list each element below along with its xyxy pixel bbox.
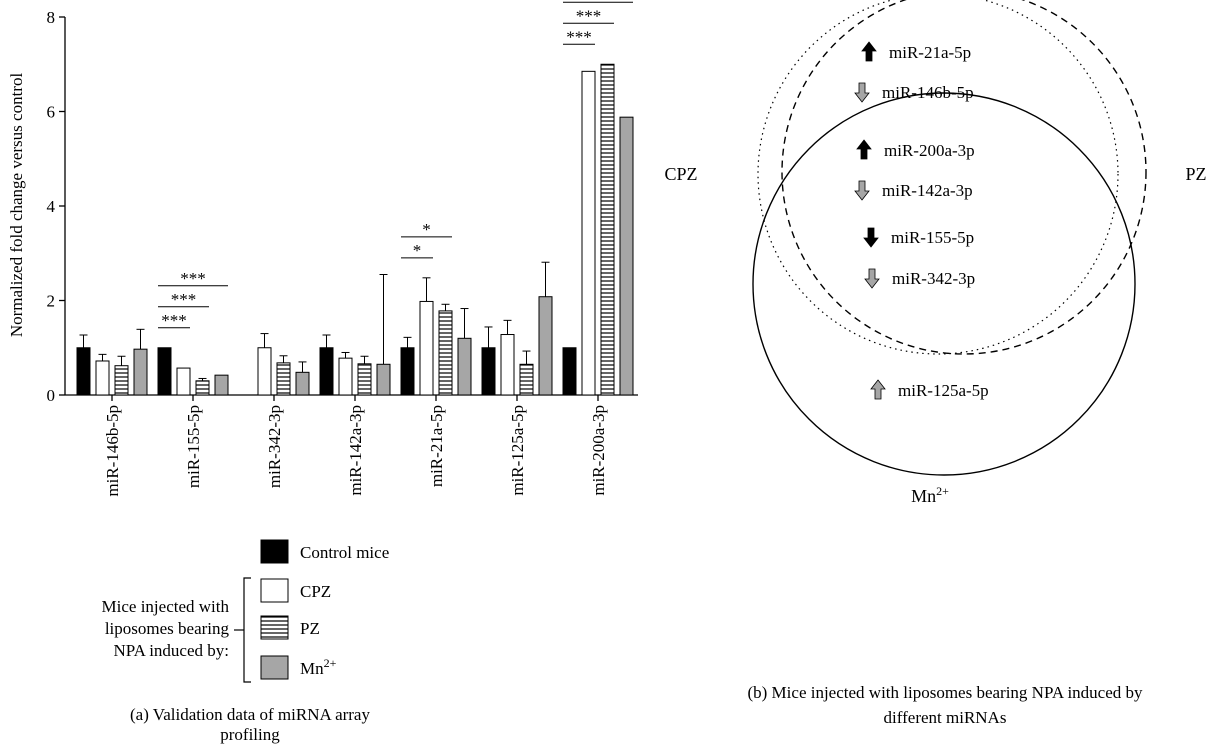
bar xyxy=(619,116,634,396)
y-tick-label: 0 xyxy=(47,386,56,405)
bar xyxy=(481,347,496,396)
y-tick-label: 6 xyxy=(47,103,56,122)
bar-chart: Normalized fold change versus control 0 2… xyxy=(7,0,638,683)
bar xyxy=(376,363,391,396)
legend-label: CPZ xyxy=(300,582,331,601)
legend-swatch xyxy=(260,539,289,564)
x-tick-label: miR-200a-3p xyxy=(589,405,608,496)
bar xyxy=(157,347,172,396)
venn-item-label: miR-21a-5p xyxy=(889,43,971,62)
bar xyxy=(76,347,91,396)
legend-group-label: Mice injected with xyxy=(102,597,230,616)
arrow-shape xyxy=(854,82,870,103)
arrow-shape xyxy=(864,268,880,289)
bar xyxy=(562,347,577,396)
arrow-shape xyxy=(861,41,877,62)
venn-items: miR-21a-5p miR-146b-5p miR-200a-3p miR-142a… xyxy=(854,41,989,400)
arrow-down-icon xyxy=(854,82,870,103)
venn-item-label: miR-146b-5p xyxy=(882,83,974,102)
bar xyxy=(519,363,534,396)
significance-stars: *** xyxy=(585,0,611,4)
legend-swatch xyxy=(260,615,289,640)
legend-label: Mn2+ xyxy=(300,656,337,678)
bar xyxy=(357,363,372,396)
significance-stars: *** xyxy=(180,269,206,288)
arrow-down-icon xyxy=(863,227,879,248)
bar xyxy=(400,347,415,396)
venn-item-label: miR-342-3p xyxy=(892,269,975,288)
venn-set-cpz xyxy=(757,0,1119,355)
arrow-shape xyxy=(856,139,872,160)
bar xyxy=(295,371,310,396)
bar xyxy=(195,380,210,396)
error-bars xyxy=(79,261,550,381)
x-tick-label: miR-21a-5p xyxy=(427,405,446,487)
bar xyxy=(419,300,434,396)
venn-set-mn xyxy=(752,92,1136,476)
arrow-shape xyxy=(854,180,870,201)
bar xyxy=(538,296,553,396)
legend-group-label: NPA induced by: xyxy=(113,641,229,660)
arrow-shape xyxy=(870,379,886,400)
bars xyxy=(76,63,634,396)
significance-stars: *** xyxy=(171,290,197,309)
y-tick-label: 2 xyxy=(47,292,56,311)
bar xyxy=(319,347,334,396)
significance-markers: ******************** xyxy=(158,0,633,330)
significance-stars: *** xyxy=(161,311,187,330)
bar xyxy=(95,360,110,396)
caption-a: (a) Validation data of miRNA array profi… xyxy=(130,705,370,744)
x-tick-label: miR-146b-5p xyxy=(103,405,122,497)
bar xyxy=(176,367,191,396)
x-tick-label: miR-125a-5p xyxy=(508,405,527,496)
caption-b-line2: different miRNAs xyxy=(883,708,1007,727)
venn-item-label: miR-142a-3p xyxy=(882,181,973,200)
legend-swatch xyxy=(260,655,289,680)
significance-stars: * xyxy=(422,220,431,239)
significance-stars: *** xyxy=(576,6,602,25)
venn-label-mn: Mn2+ xyxy=(911,484,949,506)
x-tick-label: miR-155-5p xyxy=(184,405,203,488)
bar xyxy=(114,365,129,396)
bar xyxy=(581,70,596,396)
bar xyxy=(133,348,148,396)
x-tick-label: miR-342-3p xyxy=(265,405,284,488)
arrow-down-icon xyxy=(854,180,870,201)
significance-stars: *** xyxy=(566,27,592,46)
significance-stars: * xyxy=(413,241,422,260)
bar xyxy=(257,347,272,396)
legend-swatch xyxy=(260,578,289,603)
venn-item-label: miR-200a-3p xyxy=(884,141,975,160)
legend-bracket xyxy=(243,577,251,683)
legend-label: Control mice xyxy=(300,543,389,562)
venn-diagram: CPZ PZ Mn2+ miR-21a-5p miR-146b-5p miR-200… xyxy=(664,0,1207,506)
bar xyxy=(600,63,615,396)
bar xyxy=(276,362,291,396)
x-tick-label: miR-142a-3p xyxy=(346,405,365,496)
legend-label: PZ xyxy=(300,619,320,638)
legend-group-label: liposomes bearing xyxy=(105,619,230,638)
y-axis-label: Normalized fold change versus control xyxy=(7,73,26,338)
arrow-down-icon xyxy=(864,268,880,289)
bar xyxy=(214,374,229,396)
venn-label-cpz: CPZ xyxy=(664,164,697,184)
bar xyxy=(438,310,453,396)
arrow-up-icon xyxy=(856,139,872,160)
y-tick-label: 8 xyxy=(47,8,56,27)
x-tick-labels: miR-146b-5p miR-155-5p miR-342-3p miR-142a-… xyxy=(103,405,608,497)
legend: Control mice CPZ PZ Mn2+ Mice injected with l… xyxy=(102,539,389,683)
venn-item-label: miR-155-5p xyxy=(891,228,974,247)
venn-label-pz: PZ xyxy=(1185,164,1206,184)
y-tick-label: 4 xyxy=(47,197,56,216)
arrow-up-icon xyxy=(870,379,886,400)
venn-item-label: miR-125a-5p xyxy=(898,381,989,400)
bar xyxy=(500,334,515,396)
bar xyxy=(457,337,472,396)
arrow-up-icon xyxy=(861,41,877,62)
venn-set-pz xyxy=(781,0,1147,355)
bar xyxy=(338,357,353,396)
arrow-shape xyxy=(863,227,879,248)
caption-b-line1: (b) Mice injected with liposomes bearing… xyxy=(747,683,1143,702)
